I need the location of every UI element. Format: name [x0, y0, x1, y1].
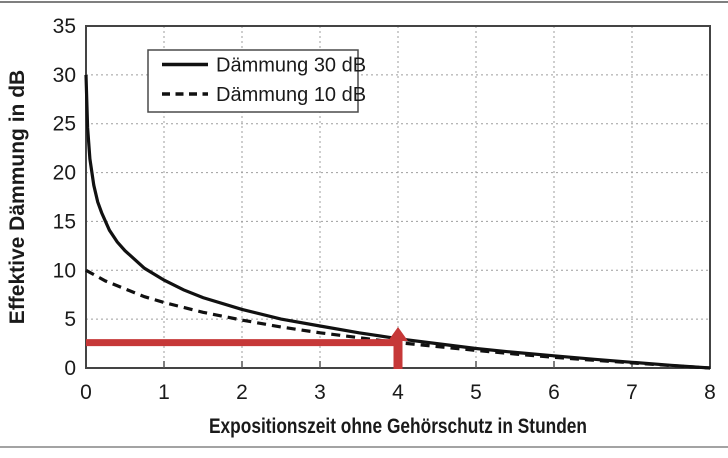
x-tick-label: 8 — [704, 381, 716, 404]
y-tick-label: 20 — [53, 162, 76, 185]
y-tick-label: 35 — [53, 15, 76, 38]
legend-label-daemmung-30db: Dämmung 30 dB — [216, 55, 366, 77]
page-top-rule — [0, 1, 728, 3]
legend-box — [147, 49, 359, 113]
x-tick-label: 3 — [314, 381, 326, 404]
data-curves — [84, 74, 711, 370]
legend: Dämmung 30 dB Dämmung 10 dB — [147, 49, 366, 113]
tick-labels: 0 1 2 3 4 5 6 7 8 0 5 10 15 20 25 30 35 — [53, 15, 716, 404]
y-tick-label: 5 — [64, 308, 76, 331]
x-tick-label: 7 — [626, 381, 638, 404]
gridlines — [86, 26, 710, 368]
x-tick-label: 0 — [80, 381, 92, 404]
x-tick-label: 2 — [236, 381, 248, 404]
page-bottom-rule — [0, 446, 728, 448]
curve-10db-dashed — [85, 268, 711, 370]
y-axis-title: Effektive Dämmung in dB — [6, 70, 29, 324]
red-arrowhead-up-icon — [388, 326, 408, 341]
y-tick-label: 0 — [64, 357, 76, 380]
x-tick-label: 6 — [548, 381, 560, 404]
legend-label-daemmung-10db: Dämmung 10 dB — [216, 84, 366, 106]
x-tick-label: 5 — [470, 381, 482, 404]
x-tick-label: 4 — [392, 381, 404, 404]
y-tick-label: 25 — [53, 113, 76, 136]
x-tick-label: 1 — [158, 381, 170, 404]
y-tick-label: 15 — [53, 210, 76, 233]
y-tick-label: 10 — [53, 259, 76, 282]
red-reading-annotation — [86, 326, 408, 369]
x-axis-title: Expositionszeit ohne Gehörschutz in Stun… — [209, 415, 587, 438]
y-tick-label: 30 — [53, 64, 76, 87]
